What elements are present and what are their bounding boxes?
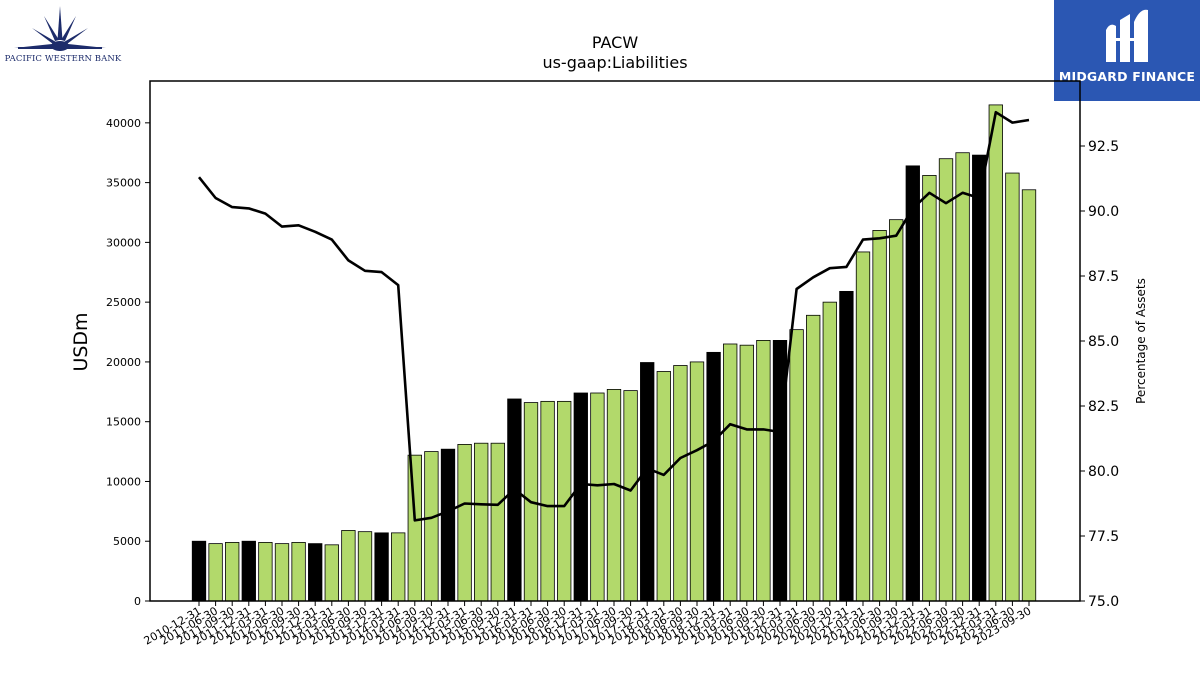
year-end-bar	[440, 448, 456, 602]
y-tick-label: 20000	[106, 356, 141, 369]
quarter-bar	[490, 442, 505, 602]
quarter-bar	[407, 454, 422, 602]
quarter-bar	[889, 219, 904, 602]
chart-title: PACW	[592, 33, 638, 52]
y-tick-label: 0	[134, 595, 141, 608]
y2-tick-label: 77.5	[1088, 529, 1119, 545]
quarter-bar	[938, 158, 954, 602]
year-end-bar	[308, 543, 323, 602]
quarter-bar	[274, 543, 290, 602]
quarter-bar	[822, 301, 837, 602]
quarter-bar	[656, 371, 671, 602]
year-end-bar	[839, 290, 854, 602]
y-tick-label: 5000	[113, 535, 141, 548]
bar-series	[191, 104, 1037, 602]
right-axis: 75.0 77.5 80.0 82.5 85.0 87.5 90.0 92.5	[1080, 139, 1119, 610]
y-tick-label: 35000	[106, 177, 141, 190]
year-end-bar	[772, 340, 788, 602]
quarter-bar	[590, 392, 605, 602]
y-tick-label: 30000	[106, 236, 141, 249]
quarter-bar	[291, 542, 306, 602]
starburst-icon	[14, 6, 106, 51]
quarter-bar	[855, 251, 871, 602]
quarter-bar	[357, 531, 373, 602]
percentage-line	[197, 110, 1030, 522]
year-end-bar	[191, 540, 207, 602]
quarter-bar	[789, 329, 804, 602]
midgard-emblem-icon	[1106, 9, 1148, 63]
quarter-bar	[988, 104, 1003, 602]
year-end-bar	[640, 362, 655, 602]
year-end-bar	[374, 532, 389, 602]
quarter-bar	[739, 344, 754, 602]
year-end-bar	[905, 165, 920, 602]
quarter-bar	[341, 530, 356, 602]
right-logo-text: MIDGARD FINANCE	[1058, 69, 1196, 84]
quarter-bar	[689, 361, 705, 602]
quarter-bar	[258, 542, 273, 602]
pacific-western-bank-logo: PACIFIC WESTERN BANK	[4, 4, 121, 66]
y-tick-label: 10000	[106, 475, 141, 488]
quarter-bar	[756, 340, 771, 602]
y2-tick-label: 82.5	[1088, 399, 1119, 415]
quarter-bar	[872, 230, 887, 602]
y-tick-label: 40000	[106, 117, 141, 130]
midgard-finance-logo: MIDGARD FINANCE	[1054, 0, 1200, 101]
year-end-bar	[972, 154, 987, 602]
y-tick-label: 15000	[106, 416, 141, 429]
quarter-bar	[1005, 172, 1020, 602]
quarter-bar	[474, 442, 489, 602]
year-end-bar	[241, 540, 256, 602]
year-end-bar	[507, 398, 522, 602]
quarter-bar	[723, 343, 738, 602]
x-axis: 2010-12-312011-06-302011-09-302011-12-31…	[142, 601, 1034, 648]
quarter-bar	[424, 451, 439, 602]
quarter-bar	[540, 400, 555, 602]
y2-tick-label: 92.5	[1088, 139, 1119, 155]
quarter-bar	[623, 390, 638, 602]
quarter-bar	[208, 543, 223, 602]
y2-tick-label: 85.0	[1088, 334, 1119, 350]
quarter-bar	[225, 542, 240, 602]
quarter-bar	[324, 544, 339, 602]
y2-tick-label: 80.0	[1088, 464, 1119, 480]
quarter-bar	[922, 175, 937, 602]
quarter-bar	[1021, 189, 1037, 602]
year-end-bar	[573, 392, 588, 602]
left-axis: 0 5000 10000 15000 20000 25000 30000 35000 40000	[106, 117, 150, 608]
quarter-bar	[391, 532, 406, 602]
quarter-bar	[806, 314, 821, 602]
quarter-bar	[457, 444, 472, 602]
quarter-bar	[606, 389, 622, 602]
quarter-bar	[955, 152, 970, 602]
left-logo-text: PACIFIC WESTERN BANK	[4, 54, 122, 64]
y2-axis-label: Percentage of Assets	[1134, 278, 1148, 404]
y2-tick-label: 87.5	[1088, 269, 1119, 285]
y2-tick-label: 75.0	[1088, 594, 1119, 610]
y-tick-label: 25000	[106, 296, 141, 309]
quarter-bar	[673, 365, 688, 602]
year-end-bar	[706, 351, 721, 602]
chart-subtitle: us-gaap:Liabilities	[542, 53, 687, 72]
y2-tick-label: 90.0	[1088, 204, 1119, 220]
line-series	[197, 110, 1030, 522]
y-axis-label: USDm	[70, 312, 92, 371]
